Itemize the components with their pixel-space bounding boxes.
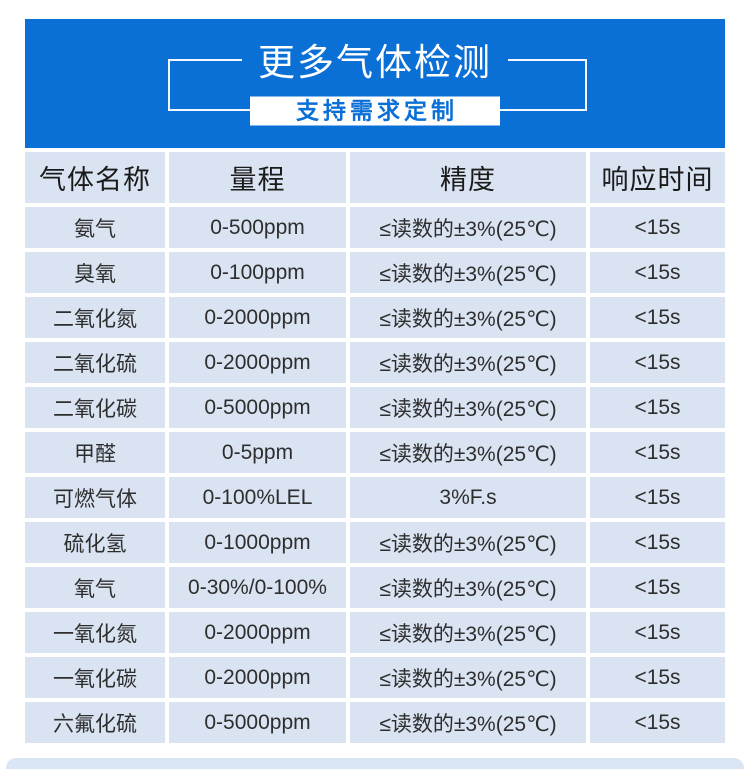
cell-range: 0-2000ppm	[169, 342, 350, 387]
cell-accuracy: ≤读数的±3%(25℃)	[350, 567, 590, 612]
cell-range: 0-1000ppm	[169, 522, 350, 567]
table-row: 氧气 0-30%/0-100% ≤读数的±3%(25℃) <15s	[25, 567, 725, 612]
header-gas-name: 气体名称	[25, 152, 169, 207]
table-row: 二氧化硫 0-2000ppm ≤读数的±3%(25℃) <15s	[25, 342, 725, 387]
cell-response-time: <15s	[590, 207, 725, 252]
cell-response-time: <15s	[590, 477, 725, 522]
cell-response-time: <15s	[590, 432, 725, 477]
header-accuracy: 精度	[350, 152, 590, 207]
cell-range: 0-2000ppm	[169, 297, 350, 342]
cell-accuracy: ≤读数的±3%(25℃)	[350, 612, 590, 657]
cell-accuracy: ≤读数的±3%(25℃)	[350, 207, 590, 252]
table-row: 一氧化氮 0-2000ppm ≤读数的±3%(25℃) <15s	[25, 612, 725, 657]
page-title: 更多气体检测	[242, 32, 508, 86]
cell-gas-name: 二氧化碳	[25, 387, 169, 432]
cell-range: 0-30%/0-100%	[169, 567, 350, 612]
cell-gas-name: 六氟化硫	[25, 702, 169, 743]
cell-accuracy: 3%F.s	[350, 477, 590, 522]
cell-gas-name: 氨气	[25, 207, 169, 252]
table-row: 臭氧 0-100ppm ≤读数的±3%(25℃) <15s	[25, 252, 725, 297]
cell-gas-name: 一氧化碳	[25, 657, 169, 702]
cell-response-time: <15s	[590, 522, 725, 567]
cell-response-time: <15s	[590, 612, 725, 657]
cell-gas-name: 甲醛	[25, 432, 169, 477]
cell-gas-name: 臭氧	[25, 252, 169, 297]
cell-range: 0-5000ppm	[169, 387, 350, 432]
table-row: 甲醛 0-5ppm ≤读数的±3%(25℃) <15s	[25, 432, 725, 477]
cell-range: 0-2000ppm	[169, 657, 350, 702]
cell-range: 0-100ppm	[169, 252, 350, 297]
cell-response-time: <15s	[590, 387, 725, 432]
banner-subtitle-badge: 支持需求定制	[250, 96, 500, 126]
cell-range: 0-500ppm	[169, 207, 350, 252]
table-row: 二氧化碳 0-5000ppm ≤读数的±3%(25℃) <15s	[25, 387, 725, 432]
cell-gas-name: 可燃气体	[25, 477, 169, 522]
cell-gas-name: 氧气	[25, 567, 169, 612]
table-row: 一氧化碳 0-2000ppm ≤读数的±3%(25℃) <15s	[25, 657, 725, 702]
cell-range: 0-100%LEL	[169, 477, 350, 522]
cell-accuracy: ≤读数的±3%(25℃)	[350, 252, 590, 297]
cell-accuracy: ≤读数的±3%(25℃)	[350, 387, 590, 432]
cell-response-time: <15s	[590, 567, 725, 612]
table-row: 硫化氢 0-1000ppm ≤读数的±3%(25℃) <15s	[25, 522, 725, 567]
table-row: 可燃气体 0-100%LEL 3%F.s <15s	[25, 477, 725, 522]
table-body: 氨气 0-500ppm ≤读数的±3%(25℃) <15s 臭氧 0-100ppm ≤读数的…	[25, 207, 725, 743]
cell-gas-name: 硫化氢	[25, 522, 169, 567]
cell-response-time: <15s	[590, 657, 725, 702]
cell-accuracy: ≤读数的±3%(25℃)	[350, 702, 590, 743]
cell-range: 0-5000ppm	[169, 702, 350, 743]
cell-response-time: <15s	[590, 702, 725, 743]
header-range: 量程	[169, 152, 350, 207]
cell-gas-name: 二氧化硫	[25, 342, 169, 387]
gas-spec-table: 气体名称 量程 精度 响应时间 氨气 0-500ppm ≤读数的±3%(25℃) <1…	[25, 152, 725, 743]
cell-accuracy: ≤读数的±3%(25℃)	[350, 657, 590, 702]
cell-accuracy: ≤读数的±3%(25℃)	[350, 297, 590, 342]
next-section-card-edge	[6, 758, 744, 769]
table-header-row: 气体名称 量程 精度 响应时间	[25, 152, 725, 207]
cell-gas-name: 二氧化氮	[25, 297, 169, 342]
cell-response-time: <15s	[590, 297, 725, 342]
cell-response-time: <15s	[590, 342, 725, 387]
cell-range: 0-2000ppm	[169, 612, 350, 657]
cell-response-time: <15s	[590, 252, 725, 297]
cell-accuracy: ≤读数的±3%(25℃)	[350, 432, 590, 477]
cell-range: 0-5ppm	[169, 432, 350, 477]
cell-accuracy: ≤读数的±3%(25℃)	[350, 342, 590, 387]
table-row: 氨气 0-500ppm ≤读数的±3%(25℃) <15s	[25, 207, 725, 252]
banner: 更多气体检测 支持需求定制	[25, 19, 725, 148]
table-row: 六氟化硫 0-5000ppm ≤读数的±3%(25℃) <15s	[25, 702, 725, 743]
table-row: 二氧化氮 0-2000ppm ≤读数的±3%(25℃) <15s	[25, 297, 725, 342]
header-response-time: 响应时间	[590, 152, 725, 207]
cell-gas-name: 一氧化氮	[25, 612, 169, 657]
cell-accuracy: ≤读数的±3%(25℃)	[350, 522, 590, 567]
